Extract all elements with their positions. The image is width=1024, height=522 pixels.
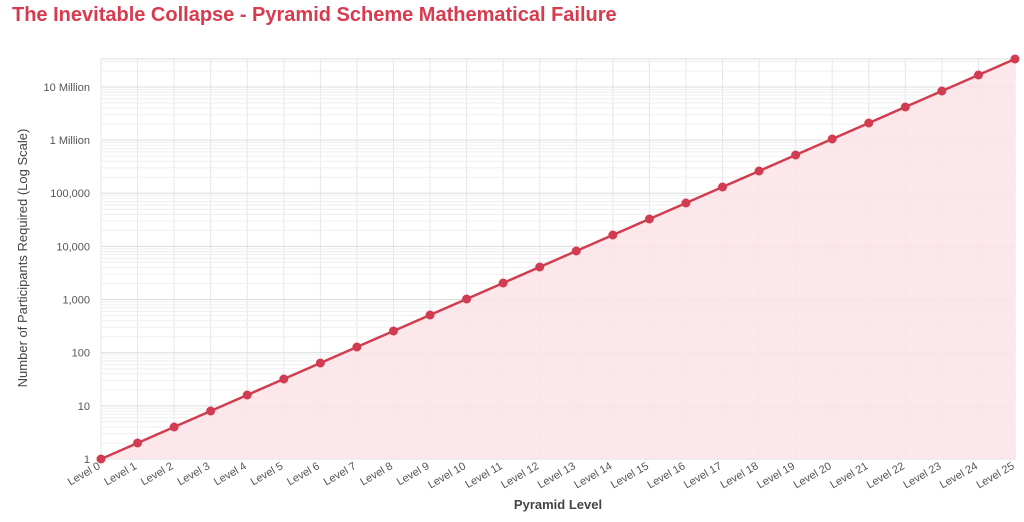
data-point-level-20 [827,134,837,144]
x-tick-label: Level 25 [974,460,1016,491]
x-tick-label: Level 10 [426,460,468,491]
x-tick-label: Level 7 [322,460,359,488]
data-point-level-0 [96,454,106,464]
data-point-level-10 [462,294,472,304]
data-point-level-3 [206,406,216,416]
x-tick-label: Level 23 [901,460,943,491]
data-point-level-6 [315,358,325,368]
x-tick-label: Level 13 [536,460,578,491]
data-point-level-7 [352,342,362,352]
data-point-level-18 [754,166,764,176]
y-axis-title: Number of Participants Required (Log Sca… [15,129,30,388]
y-tick-label: 10 Million [44,82,90,94]
data-point-level-24 [973,70,983,80]
x-tick-label: Level 1 [102,460,139,488]
x-tick-label: Level 22 [865,460,907,491]
data-point-level-5 [279,374,289,384]
x-tick-label: Level 16 [645,460,687,491]
x-tick-label: Level 15 [609,460,651,491]
data-point-level-22 [900,102,910,112]
x-tick-label: Level 4 [212,460,249,488]
x-tick-label: Level 2 [139,460,176,488]
data-point-level-15 [644,214,654,224]
x-axis-title: Pyramid Level [514,497,602,512]
x-tick-label: Level 24 [938,460,980,491]
x-axis-ticks: Level 0 Level 1 Level 2 Level 3 Level 4 Level… [66,460,1017,491]
x-tick-label: Level 8 [358,460,395,488]
y-tick-label: 1 Million [50,135,90,147]
data-point-level-4 [242,390,252,400]
y-tick-label: 10,000 [56,241,90,253]
y-tick-label: 1,000 [62,295,90,307]
data-point-level-11 [498,278,508,288]
data-point-level-1 [133,438,143,448]
y-tick-label: 1 [84,454,90,466]
x-tick-label: Level 9 [395,460,432,488]
data-point-level-12 [535,262,545,272]
data-point-level-19 [791,150,801,160]
x-tick-label: Level 14 [572,460,614,491]
data-point-level-14 [608,230,618,240]
data-point-level-23 [937,86,947,96]
x-tick-label: Level 3 [175,460,212,488]
y-axis-ticks: 1 10 100 1,000 10,000 100,000 1 Million 10 Mill… [44,82,90,466]
x-tick-label: Level 18 [719,460,761,491]
data-points [96,54,1020,464]
chart-title: The Inevitable Collapse - Pyramid Scheme… [12,4,617,26]
data-point-level-17 [718,182,728,192]
series-line [100,57,1016,461]
y-tick-label: 100,000 [50,188,90,200]
x-tick-label: Level 6 [285,460,322,488]
x-tick-label: Level 17 [682,460,724,491]
data-point-level-21 [864,118,874,128]
x-tick-label: Level 5 [249,460,286,488]
data-point-level-2 [169,422,179,432]
x-tick-label: Level 20 [792,460,834,491]
x-tick-label: Level 11 [463,460,504,491]
data-point-level-16 [681,198,691,208]
data-point-level-13 [571,246,581,256]
x-tick-label: Level 21 [828,460,870,491]
y-tick-label: 10 [78,401,90,413]
x-tick-label: Level 19 [755,460,797,491]
y-tick-label: 100 [72,348,90,360]
x-tick-label: Level 12 [499,460,541,491]
data-point-level-25 [1010,54,1020,64]
data-point-level-8 [388,326,398,336]
data-point-level-9 [425,310,435,320]
